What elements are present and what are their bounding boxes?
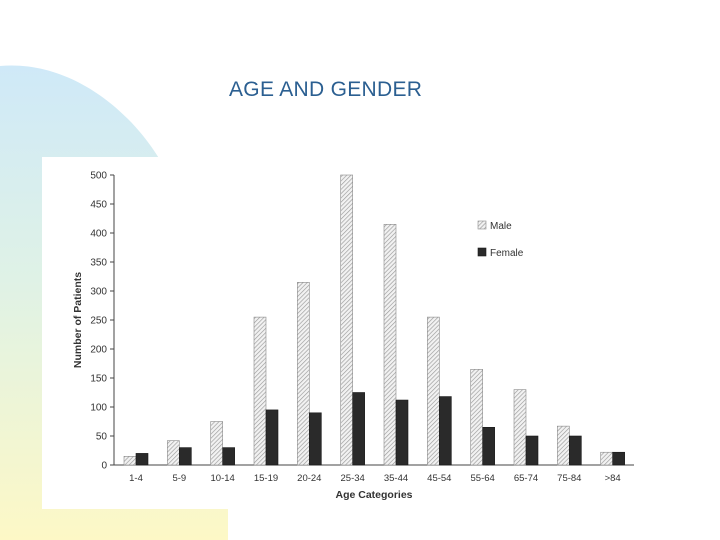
bar-male->84 xyxy=(600,451,613,466)
x-tick-label: 55-64 xyxy=(471,473,495,484)
bar-male-75-84 xyxy=(557,425,570,466)
chart-legend: Male Female xyxy=(477,220,524,259)
bar-female-20-24 xyxy=(309,412,322,466)
legend-label-female: Female xyxy=(490,248,524,259)
bar-female-45-54 xyxy=(439,396,452,466)
chart-bars xyxy=(123,174,625,466)
bar-male-20-24 xyxy=(297,282,310,466)
y-tick-label: 400 xyxy=(90,229,107,240)
bar-male-35-44 xyxy=(383,224,397,466)
bar-female-35-44 xyxy=(395,399,409,466)
x-tick-label: 25-34 xyxy=(341,473,365,484)
bar-female-55-64 xyxy=(482,426,495,466)
bar-female-25-34 xyxy=(352,392,365,466)
bar-male-25-34 xyxy=(340,174,353,466)
legend-swatch-female xyxy=(477,247,487,257)
bar-female-10-14 xyxy=(222,447,235,466)
x-tick-label: 5-9 xyxy=(172,473,186,484)
chart-axes xyxy=(110,174,634,466)
x-tick-label: 15-19 xyxy=(254,473,278,484)
bar-male-1-4 xyxy=(123,455,137,466)
y-tick-label: 0 xyxy=(101,461,107,472)
y-tick-label: 450 xyxy=(90,200,107,211)
x-tick-label: 45-54 xyxy=(427,473,451,484)
bar-male-55-64 xyxy=(470,369,483,466)
x-tick-label: 75-84 xyxy=(557,473,581,484)
y-tick-label: 500 xyxy=(90,171,107,182)
bar-female-75-84 xyxy=(569,435,582,466)
y-tick-label: 300 xyxy=(90,287,107,298)
x-tick-label: 65-74 xyxy=(514,473,538,484)
bar-male-5-9 xyxy=(167,440,180,466)
bar-female-65-74 xyxy=(525,435,539,466)
bar-male-15-19 xyxy=(253,316,267,466)
x-tick-label: 1-4 xyxy=(129,473,143,484)
legend-label-male: Male xyxy=(490,221,512,232)
y-tick-label: 250 xyxy=(90,316,107,327)
bar-female-1-4 xyxy=(135,453,149,466)
y-tick-label: 50 xyxy=(96,432,108,443)
bar-male-65-74 xyxy=(513,389,527,466)
x-tick-label: 35-44 xyxy=(384,473,408,484)
y-tick-label: 350 xyxy=(90,258,107,269)
y-axis-label: Number of Patients xyxy=(72,272,84,368)
slide-title: AGE AND GENDER xyxy=(229,78,423,101)
x-axis-label: Age Categories xyxy=(335,489,412,501)
x-tick-label: 20-24 xyxy=(297,473,321,484)
bar-female-15-19 xyxy=(265,409,279,466)
y-tick-label: 100 xyxy=(90,403,107,414)
chart-figure: 0 50 100 150 200 250 300 350 400 450 500 1-4 5-9 10-1… xyxy=(42,157,684,509)
y-tick-label: 200 xyxy=(90,345,107,356)
chart-labels: 0 50 100 150 200 250 300 350 400 450 500 1-4 5-9 10-1… xyxy=(72,171,621,502)
age-gender-bar-chart: 0 50 100 150 200 250 300 350 400 450 500 1-4 5-9 10-1… xyxy=(72,171,634,502)
bar-male-45-54 xyxy=(427,316,440,466)
bar-female-5-9 xyxy=(179,447,192,466)
x-tick-label: >84 xyxy=(605,473,621,484)
x-tick-label: 10-14 xyxy=(211,473,235,484)
bar-male-10-14 xyxy=(210,421,223,466)
bar-female->84 xyxy=(612,451,625,466)
legend-swatch-male xyxy=(477,220,487,230)
y-tick-label: 150 xyxy=(90,374,107,385)
